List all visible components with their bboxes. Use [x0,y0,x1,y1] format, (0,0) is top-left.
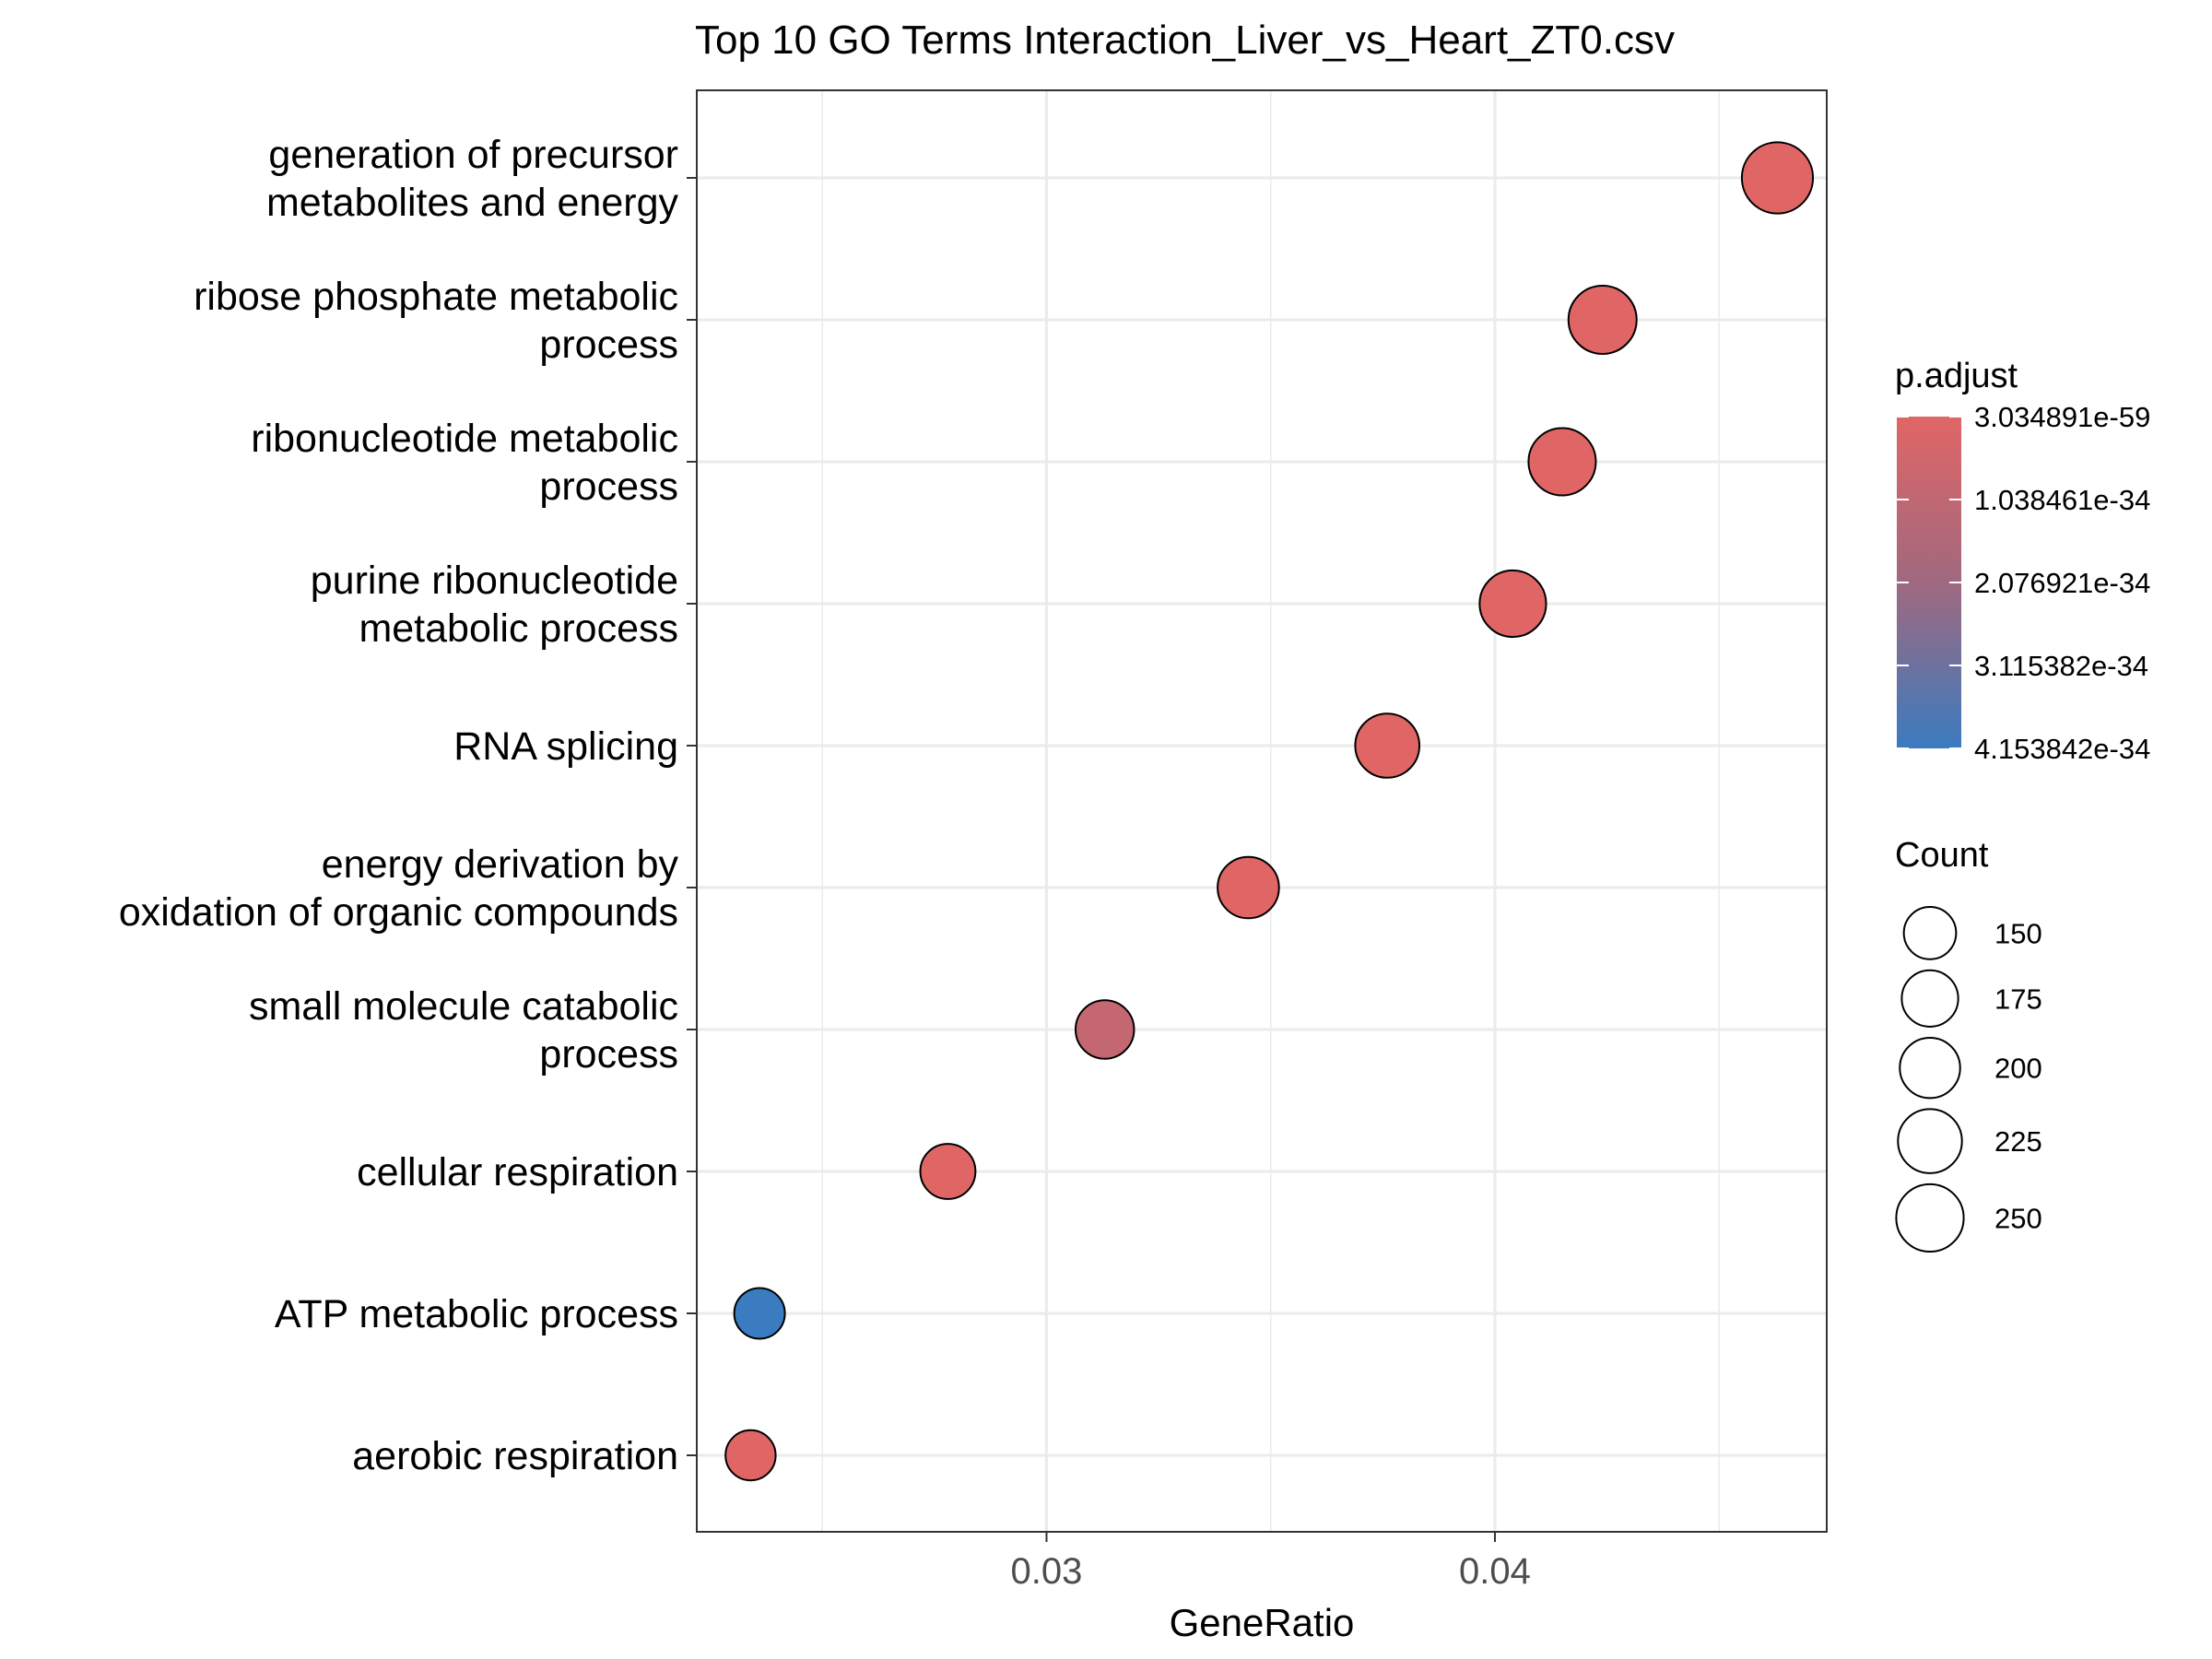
data-point [1217,855,1280,920]
x-tick-label: 0.03 [1011,1551,1083,1592]
y-tick-label-line: process [539,1032,678,1077]
size-legend-label: 225 [1994,1125,2042,1158]
y-tick-label: ribonucleotide metabolic process [251,417,678,509]
color-legend-label: 4.153842e-34 [1974,733,2150,765]
data-point [1478,569,1547,639]
x-axis: 0.03 0.04 [1011,1532,1531,1592]
x-tick-label: 0.04 [1459,1551,1531,1592]
data-point [1074,999,1135,1060]
y-tick-label-line: RNA splicing [453,724,678,769]
y-tick-label-line: process [539,465,678,509]
size-legend-label: 250 [1994,1202,2042,1234]
y-tick-label: ATP metabolic process [275,1292,678,1336]
y-tick-label: energy derivation by oxidation of organic… [119,842,679,935]
y-tick-label: ribose phosphate metabolic process [194,275,678,367]
size-legend-key [1897,1108,1963,1174]
size-legend-key [1902,906,1958,960]
y-tick-label-line: metabolic process [359,606,678,651]
color-legend-title: p.adjust [1895,357,2018,395]
y-tick-label-line: ATP metabolic process [275,1292,678,1336]
data-point [1527,427,1597,497]
size-legend-key [1900,969,1959,1028]
y-tick-label-line: cellular respiration [357,1150,678,1194]
chart-title: Top 10 GO Terms Interaction_Liver_vs_Hea… [695,18,1675,63]
y-tick-label-line: aerobic respiration [352,1434,678,1478]
data-point [1740,141,1815,215]
y-tick-label-line: metabolites and energy [266,181,679,225]
data-points [724,141,1815,1482]
y-tick-label: purine ribonucleotide metabolic process [311,559,678,651]
y-tick-label: generation of precursor metabolites and e… [266,133,679,225]
y-tick-label-line: ribose phosphate metabolic [194,275,678,319]
y-axis: aerobic respiration ATP metabolic process… [119,133,697,1478]
plot-panel-border [696,89,1828,1533]
size-legend-label: 150 [1994,917,2042,949]
size-legend-title: Count [1895,836,1989,875]
y-tick-label: small molecule catabolic process [249,984,678,1077]
y-tick-label: aerobic respiration [352,1434,678,1478]
data-point [724,1429,777,1482]
grid [697,90,1827,1532]
x-axis-title: GeneRatio [1170,1601,1355,1644]
y-tick-label-line: purine ribonucleotide [311,559,678,603]
y-tick-label: RNA splicing [453,724,678,769]
data-point [1567,285,1638,355]
y-tick-label-line: process [539,323,678,367]
y-tick-label-line: generation of precursor [268,133,678,177]
color-legend-label: 3.115382e-34 [1974,650,2148,682]
color-legend-label: 1.038461e-34 [1974,484,2150,516]
size-legend-label: 175 [1994,982,2042,1015]
size-legend-key [1895,1182,1965,1253]
size-legend-label: 200 [1994,1053,2042,1085]
y-tick-label: cellular respiration [357,1150,678,1194]
data-point [733,1287,786,1340]
color-legend-label: 3.034891e-59 [1974,401,2150,433]
y-tick-label-line: energy derivation by [322,842,679,887]
data-point [919,1143,977,1200]
color-legend-label: 2.076921e-34 [1974,567,2150,599]
size-legend-key [1899,1036,1961,1100]
legends: p.adjust 3.034891e-59 1.038461e-34 2.076921… [1895,357,2150,1253]
y-tick-label-line: oxidation of organic compounds [119,890,678,935]
data-point [1354,712,1421,779]
y-tick-label-line: small molecule catabolic [249,984,678,1029]
y-tick-label-line: ribonucleotide metabolic [251,417,678,461]
